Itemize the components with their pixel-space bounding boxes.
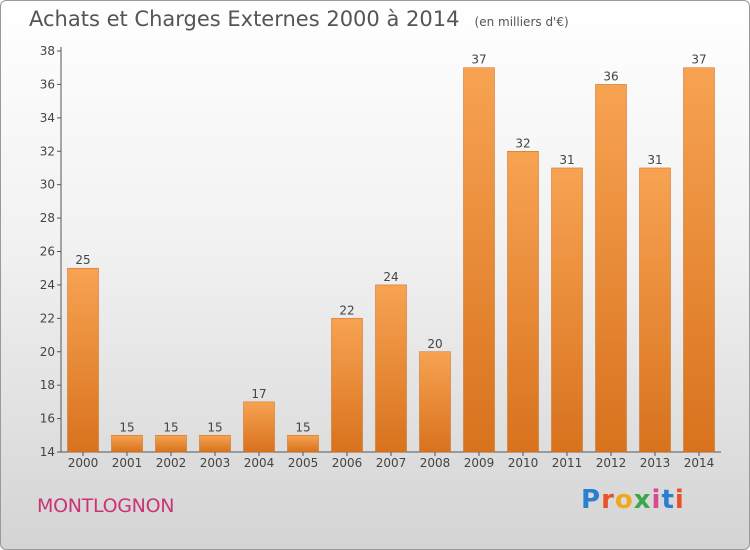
bar — [375, 284, 407, 453]
bar — [639, 167, 671, 453]
bar — [67, 267, 99, 453]
data-label: 15 — [295, 420, 310, 434]
logo-letter: i — [674, 485, 685, 515]
x-tick-label: 2014 — [684, 456, 715, 470]
y-tick-label: 26 — [40, 245, 55, 259]
y-tick-label: 30 — [40, 178, 55, 192]
data-label: 15 — [119, 420, 134, 434]
bar — [287, 435, 319, 453]
chart-title: Achats et Charges Externes 2000 à 2014 — [29, 7, 460, 31]
data-label: 20 — [427, 337, 442, 351]
x-tick-label: 2006 — [332, 456, 363, 470]
y-tick-label: 38 — [40, 44, 55, 58]
y-tick-label: 22 — [40, 311, 55, 325]
logo-letter: r — [601, 485, 615, 515]
bar — [199, 435, 231, 453]
data-label: 36 — [603, 69, 618, 83]
bar — [243, 401, 275, 453]
y-tick-label: 14 — [40, 445, 55, 459]
x-tick-label: 2010 — [508, 456, 539, 470]
data-label: 37 — [471, 53, 486, 67]
bar — [595, 84, 627, 453]
x-tick-label: 2004 — [244, 456, 275, 470]
bar — [551, 167, 583, 453]
unit-note: (en milliers d'€) — [474, 15, 569, 29]
logo-letter: t — [661, 485, 675, 515]
x-tick-label: 2001 — [112, 456, 143, 470]
commune-name: MONTLOGNON — [37, 495, 175, 517]
x-tick-label: 2012 — [596, 456, 627, 470]
y-tick-label: 34 — [40, 111, 55, 125]
data-label: 32 — [515, 136, 530, 150]
bar — [419, 351, 451, 453]
bar — [155, 435, 187, 453]
x-tick-label: 2009 — [464, 456, 495, 470]
x-tick-label: 2008 — [420, 456, 451, 470]
logo-letter: i — [651, 485, 662, 515]
logo-letter: P — [581, 485, 602, 515]
data-label: 15 — [207, 420, 222, 434]
data-label: 15 — [163, 420, 178, 434]
bar — [111, 435, 143, 453]
proxiti-logo: Proxiti — [581, 485, 685, 515]
x-tick-label: 2005 — [288, 456, 319, 470]
data-label: 31 — [647, 153, 662, 167]
logo-letter: o — [614, 485, 634, 515]
chart-title-block: Achats et Charges Externes 2000 à 2014 (… — [29, 7, 569, 31]
bar — [331, 318, 363, 453]
x-tick-label: 2000 — [68, 456, 99, 470]
bar — [463, 67, 495, 453]
y-tick-label: 16 — [40, 412, 55, 426]
x-tick-label: 2013 — [640, 456, 671, 470]
data-label: 17 — [251, 387, 266, 401]
x-tick-label: 2007 — [376, 456, 407, 470]
y-tick-label: 24 — [40, 278, 55, 292]
data-label: 37 — [691, 53, 706, 67]
data-label: 24 — [383, 270, 398, 284]
bar — [683, 67, 715, 453]
y-tick-label: 28 — [40, 211, 55, 225]
y-tick-label: 36 — [40, 77, 55, 91]
data-label: 31 — [559, 153, 574, 167]
x-tick-label: 2002 — [156, 456, 187, 470]
y-tick-label: 32 — [40, 144, 55, 158]
data-label: 25 — [75, 253, 90, 267]
y-tick-label: 18 — [40, 378, 55, 392]
y-tick-label: 20 — [40, 345, 55, 359]
data-label: 22 — [339, 303, 354, 317]
bar — [507, 151, 539, 453]
x-tick-label: 2003 — [200, 456, 231, 470]
logo-letter: x — [633, 485, 652, 515]
x-tick-label: 2011 — [552, 456, 583, 470]
